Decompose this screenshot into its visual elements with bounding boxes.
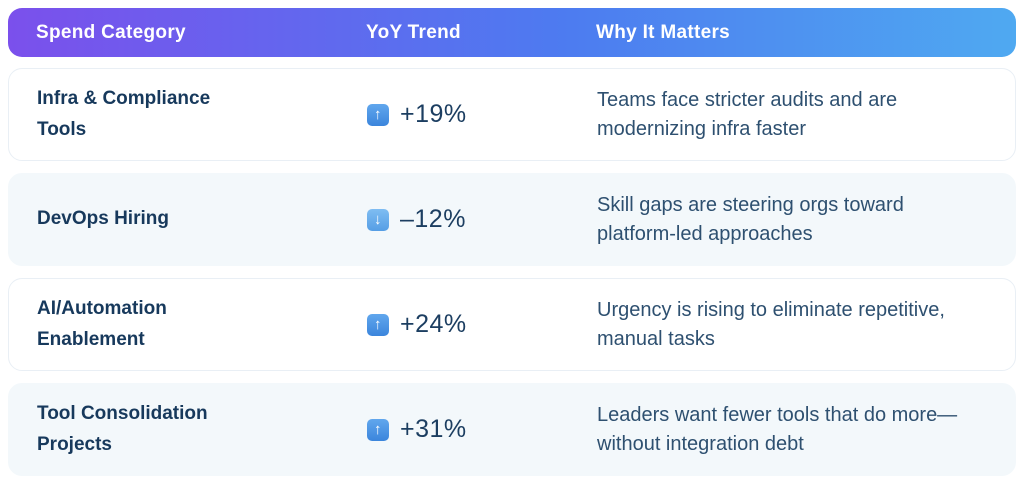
why-it-matters-text: Leaders want fewer tools that do more—wi… [597,403,958,455]
why-it-matters-text: Skill gaps are steering orgs toward plat… [597,193,904,245]
up-arrow-icon: ↑ [367,103,389,126]
table-row: DevOps Hiring ↓ –12% Skill gaps are stee… [8,173,1016,266]
table-body: Infra & Compliance Tools ↑ +19% Teams fa… [8,68,1016,476]
up-arrow-icon: ↑ [367,313,389,336]
up-arrow-icon: ↑ [367,418,389,441]
why-it-matters-text: Urgency is rising to eliminate repetitiv… [597,298,945,350]
column-header-spend-category: Spend Category [36,21,186,43]
trend-value: +31% [400,415,467,443]
spend-category-label: Infra & Compliance Tools [37,88,211,140]
why-it-matters-text: Teams face stricter audits and are moder… [597,88,898,140]
spend-category-label: DevOps Hiring [37,208,169,230]
trend-value: +24% [400,310,467,338]
spend-category-label: AI/Automation Enablement [37,298,167,350]
table-row: AI/Automation Enablement ↑ +24% Urgency … [8,278,1016,371]
yoy-trend-cell: ↓ –12% [367,205,597,234]
yoy-trend-cell: ↑ +31% [367,415,597,444]
table-row: Tool Consolidation Projects ↑ +31% Leade… [8,383,1016,476]
down-arrow-icon: ↓ [367,208,389,231]
trend-value: –12% [400,205,466,233]
trend-value: +19% [400,100,467,128]
yoy-trend-cell: ↑ +19% [367,100,597,129]
table-row: Infra & Compliance Tools ↑ +19% Teams fa… [8,68,1016,161]
column-header-why-it-matters: Why It Matters [596,21,731,43]
spend-category-label: Tool Consolidation Projects [37,403,208,455]
column-header-yoy-trend: YoY Trend [366,21,461,43]
table-header-row: Spend Category YoY Trend Why It Matters [8,8,1016,57]
yoy-trend-cell: ↑ +24% [367,310,597,339]
